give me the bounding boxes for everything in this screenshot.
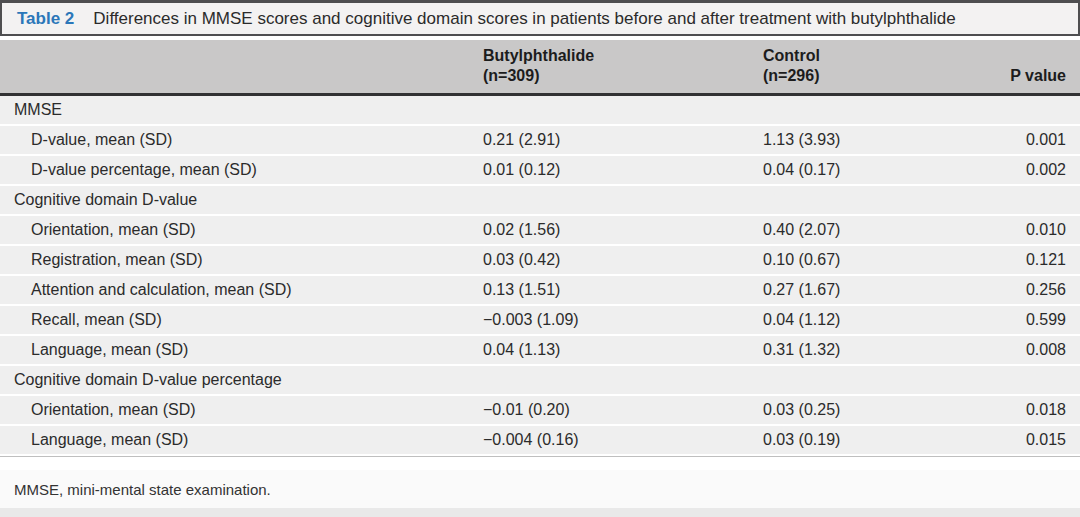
row-label: Language, mean (SD) [0,341,483,359]
row-label: MMSE [0,101,483,119]
row-label: Language, mean (SD) [0,431,483,449]
p-value: 0.002 [946,161,1080,179]
table-row: Orientation, mean (SD) −0.01 (0.20) 0.03… [0,396,1080,424]
p-value: 0.599 [946,311,1080,329]
footer-gap [0,457,1080,470]
col-header-butylphthalide: Butylphthalide (n=309) [483,46,763,86]
table-row: Language, mean (SD) −0.004 (0.16) 0.03 (… [0,426,1080,454]
column-header-row: Butylphthalide (n=309) Control (n=296) P… [0,40,1080,96]
table-row-section: Cognitive domain D-value percentage [0,366,1080,394]
table-body: MMSE D-value, mean (SD) 0.21 (2.91) 1.13… [0,96,1080,456]
butylphthalide-value: 0.03 (0.42) [483,251,763,269]
table-title-bar: Table 2 Differences in MMSE scores and c… [0,3,1080,36]
control-value: 0.03 (0.19) [763,431,946,449]
p-value: 0.008 [946,341,1080,359]
p-value: 0.015 [946,431,1080,449]
p-value: 0.256 [946,281,1080,299]
table-row: Language, mean (SD) 0.04 (1.13) 0.31 (1.… [0,336,1080,364]
butylphthalide-value: −0.004 (0.16) [483,431,763,449]
p-value: 0.010 [946,221,1080,239]
butylphthalide-value: 0.04 (1.13) [483,341,763,359]
butylphthalide-value: −0.003 (1.09) [483,311,763,329]
row-label: Cognitive domain D-value percentage [0,371,483,389]
paper-table-figure: Table 2 Differences in MMSE scores and c… [0,0,1080,517]
table-row: Orientation, mean (SD) 0.02 (1.56) 0.40 … [0,216,1080,244]
control-value: 0.03 (0.25) [763,401,946,419]
p-value: 0.001 [946,131,1080,149]
table-row: Attention and calculation, mean (SD) 0.1… [0,276,1080,304]
butylphthalide-value: −0.01 (0.20) [483,401,763,419]
butylphthalide-value: 0.13 (1.51) [483,281,763,299]
control-value: 0.31 (1.32) [763,341,946,359]
p-value: 0.121 [946,251,1080,269]
col-header-rowlabel-spacer [0,46,483,86]
row-label: Registration, mean (SD) [0,251,483,269]
butylphthalide-value: 0.02 (1.56) [483,221,763,239]
bottom-strip [0,508,1080,517]
control-value: 0.04 (1.12) [763,311,946,329]
table-footnote: MMSE, mini-mental state examination. [14,481,271,498]
table-row-section: MMSE [0,96,1080,124]
p-value: 0.018 [946,401,1080,419]
butylphthalide-value: 0.01 (0.12) [483,161,763,179]
table-row: D-value, mean (SD) 0.21 (2.91) 1.13 (3.9… [0,126,1080,154]
col-header-control: Control (n=296) [763,46,946,86]
footnote-area: MMSE, mini-mental state examination. [0,470,1080,508]
row-label: Orientation, mean (SD) [0,401,483,419]
table-row: Recall, mean (SD) −0.003 (1.09) 0.04 (1.… [0,306,1080,334]
control-value: 0.04 (0.17) [763,161,946,179]
control-value: 0.10 (0.67) [763,251,946,269]
row-label: Recall, mean (SD) [0,311,483,329]
table-number-label: Table 2 [17,9,74,29]
table-title: Differences in MMSE scores and cognitive… [93,9,955,29]
row-label: Orientation, mean (SD) [0,221,483,239]
col-header-pvalue: P value [946,66,1080,86]
control-value: 0.40 (2.07) [763,221,946,239]
row-label: Cognitive domain D-value [0,191,483,209]
row-label: Attention and calculation, mean (SD) [0,281,483,299]
table-row: D-value percentage, mean (SD) 0.01 (0.12… [0,156,1080,184]
row-label: D-value, mean (SD) [0,131,483,149]
control-value: 1.13 (3.93) [763,131,946,149]
table-row-section: Cognitive domain D-value [0,186,1080,214]
row-label: D-value percentage, mean (SD) [0,161,483,179]
table-row: Registration, mean (SD) 0.03 (0.42) 0.10… [0,246,1080,274]
control-value: 0.27 (1.67) [763,281,946,299]
butylphthalide-value: 0.21 (2.91) [483,131,763,149]
